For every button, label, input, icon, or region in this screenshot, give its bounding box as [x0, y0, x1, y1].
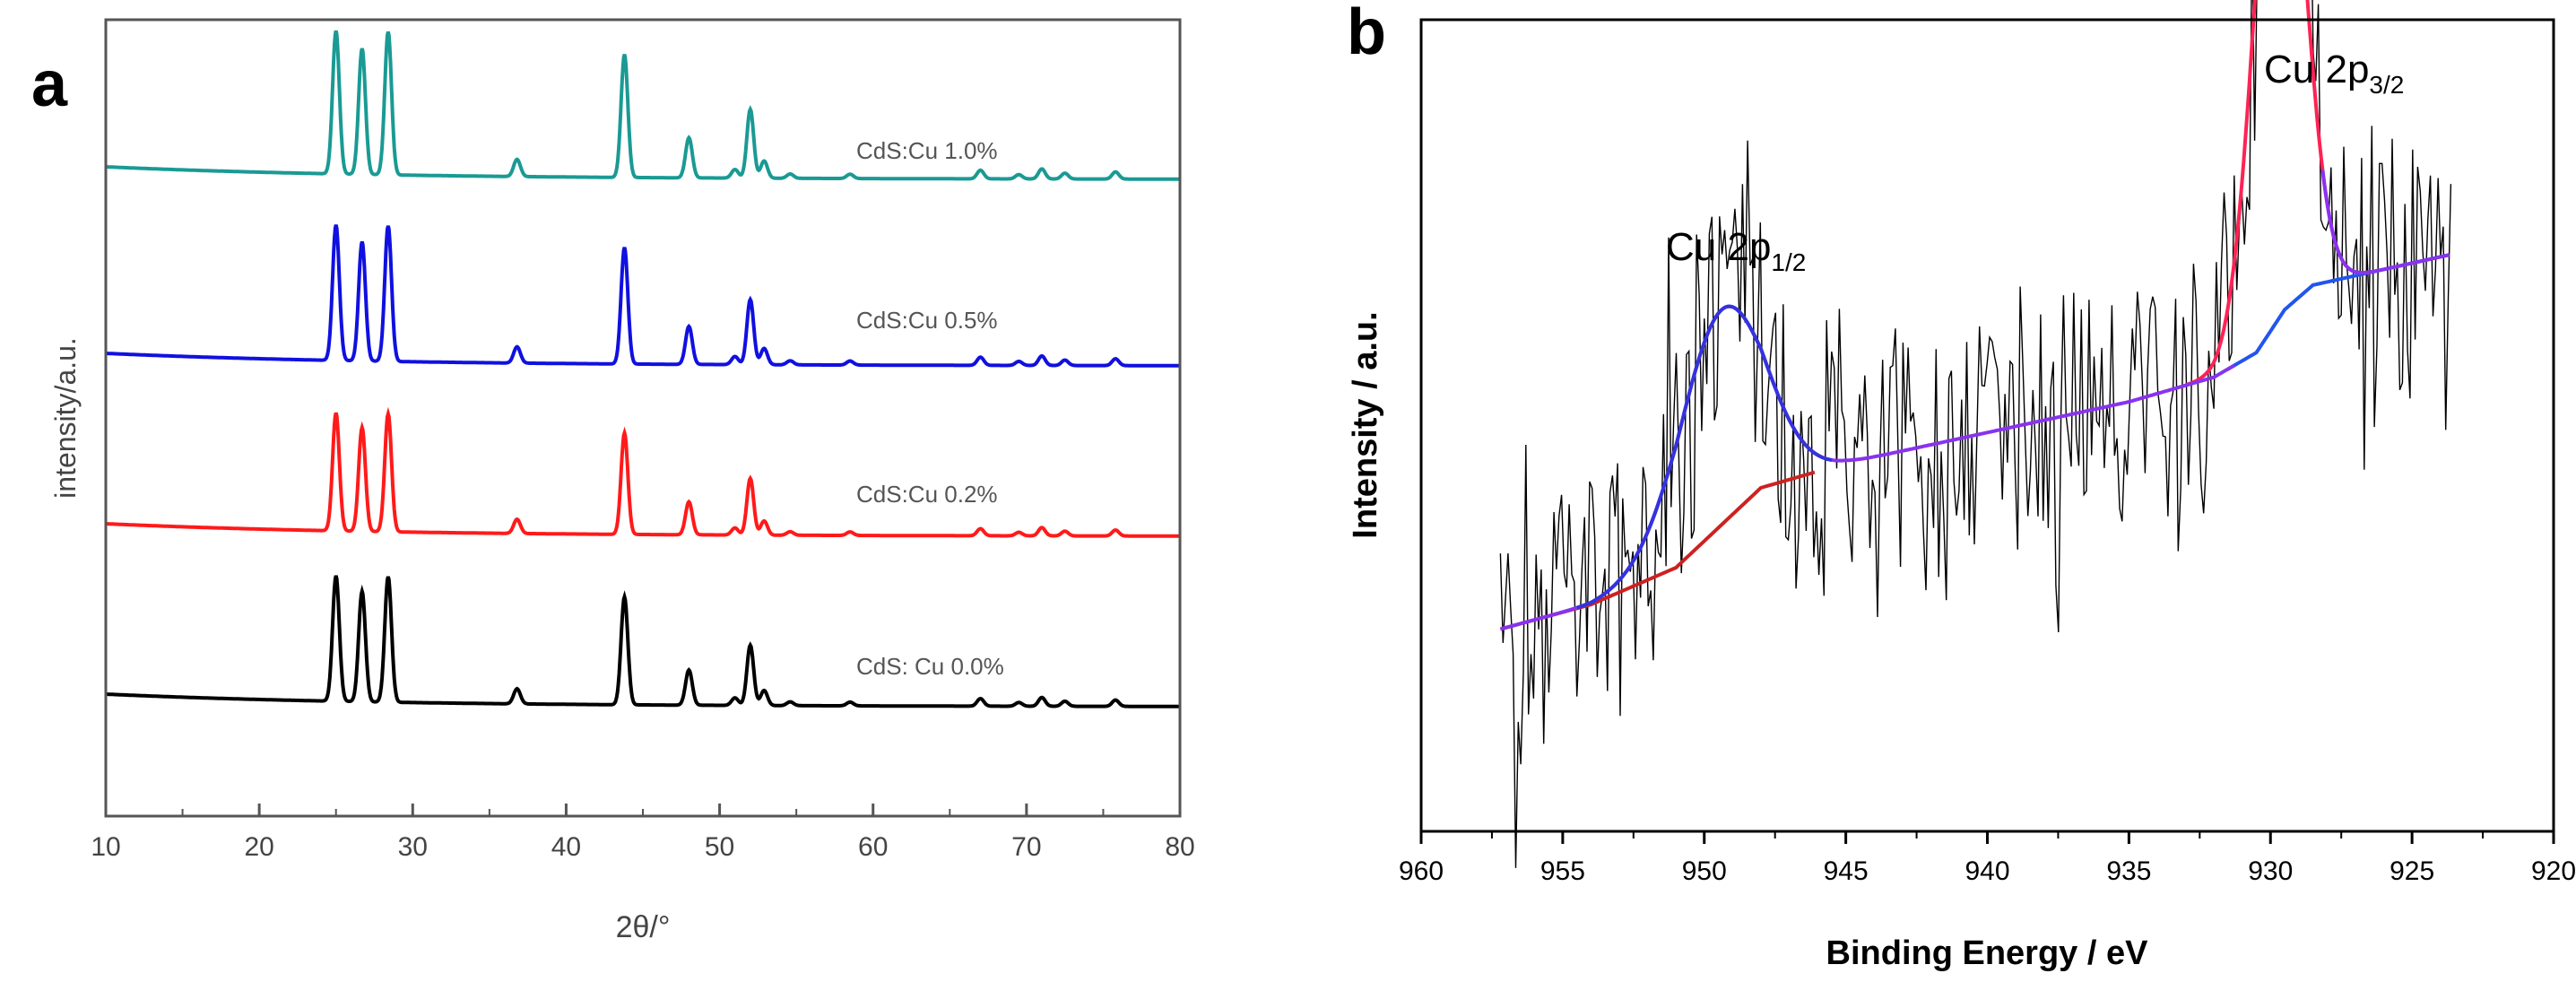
series-line-cds-cu-0-5 — [106, 224, 1180, 368]
x-tick-label: 40 — [551, 832, 581, 862]
series-line-raw-data — [1499, 0, 2452, 868]
panel-a-x-axis-label: 2θ/° — [616, 910, 671, 944]
x-tick-label: 70 — [1011, 832, 1041, 862]
x-tick-label: 960 — [1399, 856, 1444, 886]
x-tick-label: 945 — [1824, 856, 1869, 886]
x-tick-label: 80 — [1165, 832, 1194, 862]
panel-a-frame — [104, 18, 1182, 818]
x-tick-label: 50 — [705, 832, 734, 862]
panel-b-x-axis-label: Binding Energy / eV — [1826, 934, 2149, 972]
series-line-cds-cu-0-2 — [106, 406, 1180, 538]
series-line-cds-cu-1-0 — [106, 30, 1180, 181]
x-tick-label: 920 — [2531, 856, 2576, 886]
x-tick-label: 955 — [1540, 856, 1585, 886]
panel-b-xps-chart: b 960 955 950 945 940 935 930 925 920 Cu 2p1/2Cu… — [1347, 0, 2576, 972]
x-tick-label: 950 — [1682, 856, 1727, 886]
panel-b-annotations: Cu 2p1/2 Cu 2p3/2 — [1666, 48, 2404, 276]
panel-a-series-labels: CdS: Cu 0.0% CdS:Cu 0.2% CdS:Cu 0.5% CdS:Cu… — [856, 137, 1004, 680]
series-line-background — [1499, 470, 1816, 631]
panel-a-label: a — [31, 48, 68, 120]
x-tick-label: 935 — [2106, 856, 2151, 886]
x-tick-label: 925 — [2390, 856, 2434, 886]
panel-a-x-ticks: 10 20 30 40 50 60 70 80 — [91, 804, 1195, 862]
x-tick-label: 60 — [858, 832, 888, 862]
x-tick-label: 930 — [2248, 856, 2293, 886]
x-tick-label: 20 — [244, 832, 273, 862]
panel-b-label: b — [1347, 0, 1386, 68]
panel-b-frame — [1419, 18, 2555, 833]
peak-annotation-cu-2p-1-2: Cu 2p1/2 — [1666, 225, 1806, 276]
panel-b-y-axis-label: Intensity / a.u. — [1347, 311, 1384, 538]
x-tick-label: 30 — [398, 832, 428, 862]
series-label-cds-cu-0-2: CdS:Cu 0.2% — [856, 481, 998, 508]
panel-a-xrd-chart: a 10 20 30 40 50 60 70 80 CdS: Cu 0.0% CdS:Cu 0.… — [31, 18, 1195, 944]
series-line-envelope — [1499, 169, 2450, 631]
x-tick-label: 940 — [1965, 856, 2009, 886]
series-label-cds-cu-1-0: CdS:Cu 1.0% — [856, 137, 998, 164]
series-line-cu-2p1-2-fit — [1576, 304, 1833, 610]
series-label-cds-cu-0-0: CdS: Cu 0.0% — [856, 653, 1004, 680]
panel-a-series-group — [106, 30, 1180, 708]
panel-b-x-ticks: 960 955 950 945 940 935 930 925 920 — [1399, 831, 2576, 886]
series-line-cds-cu-0-0 — [106, 575, 1180, 708]
x-tick-label: 10 — [91, 832, 120, 862]
panel-b-series-group — [1499, 0, 2452, 868]
panel-a-y-axis-label: intensity/a.u. — [49, 337, 82, 499]
series-label-cds-cu-0-5: CdS:Cu 0.5% — [856, 307, 998, 334]
peak-annotation-cu-2p-3-2: Cu 2p3/2 — [2264, 48, 2404, 99]
